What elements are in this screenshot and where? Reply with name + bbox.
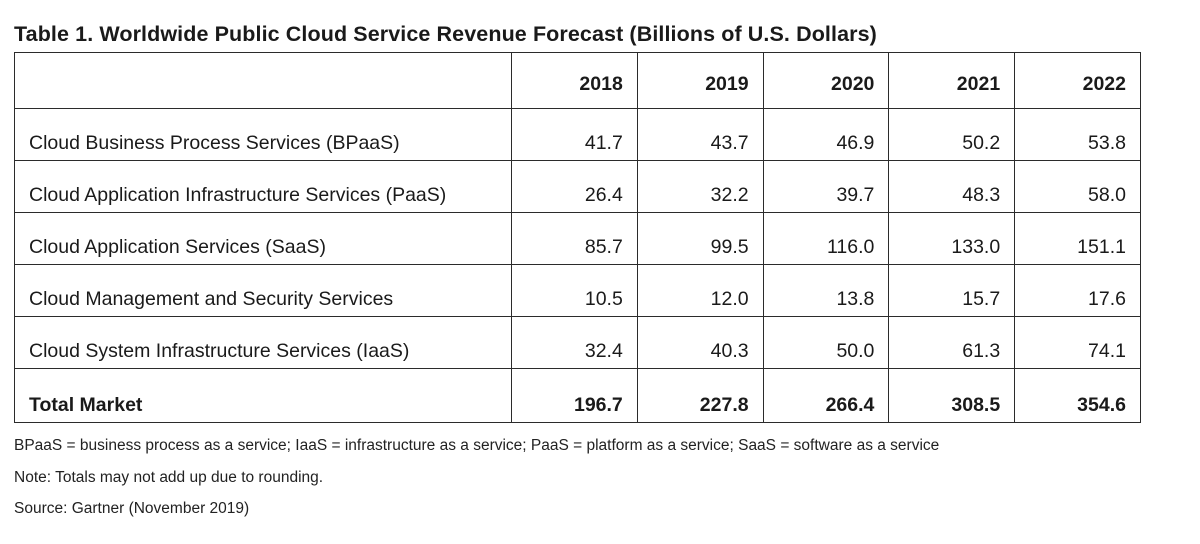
value-cell: 308.5 [888,368,1016,423]
value-cell: 32.2 [636,160,764,213]
row-label: Cloud System Infrastructure Services (Ia… [14,316,512,369]
forecast-table: 2018 2019 2020 2021 2022 Cloud Business … [14,52,1141,423]
value-cell: 10.5 [511,264,638,317]
abbreviations-note: BPaaS = business process as a service; I… [14,437,940,454]
value-cell: 85.7 [511,212,638,265]
value-cell: 50.0 [762,316,890,369]
value-cell: 116.0 [762,212,890,265]
column-header: 2019 [636,52,764,109]
value-cell: 196.7 [511,368,638,423]
row-label: Total Market [14,368,512,423]
table-title: Table 1. Worldwide Public Cloud Service … [14,22,877,46]
table-row: Cloud Business Process Services (BPaaS) 4… [14,108,1141,161]
value-cell: 48.3 [888,160,1016,213]
value-cell: 41.7 [511,108,638,161]
value-cell: 61.3 [888,316,1016,369]
value-cell: 58.0 [1014,160,1141,213]
header-row: 2018 2019 2020 2021 2022 [14,52,1141,109]
row-label: Cloud Management and Security Services [14,264,512,317]
value-cell: 227.8 [636,368,764,423]
value-cell: 133.0 [888,212,1016,265]
table-row: Cloud Application Infrastructure Service… [14,160,1141,213]
row-label: Cloud Application Infrastructure Service… [14,160,512,213]
column-header: 2020 [762,52,890,109]
value-cell: 151.1 [1014,212,1141,265]
column-header: 2021 [888,52,1016,109]
table-row: Cloud Application Services (SaaS) 85.7 99.… [14,212,1141,265]
value-cell: 15.7 [888,264,1016,317]
value-cell: 32.4 [511,316,638,369]
column-header: 2022 [1014,52,1141,109]
value-cell: 266.4 [762,368,890,423]
table-row: Cloud System Infrastructure Services (Ia… [14,316,1141,369]
value-cell: 50.2 [888,108,1016,161]
total-row: Total Market 196.7 227.8 266.4 308.5 354.6 [14,368,1141,423]
value-cell: 99.5 [636,212,764,265]
value-cell: 12.0 [636,264,764,317]
value-cell: 13.8 [762,264,890,317]
value-cell: 40.3 [636,316,764,369]
value-cell: 354.6 [1014,368,1141,423]
column-header: 2018 [511,52,638,109]
row-label: Cloud Business Process Services (BPaaS) [14,108,512,161]
value-cell: 53.8 [1014,108,1141,161]
value-cell: 74.1 [1014,316,1141,369]
value-cell: 17.6 [1014,264,1141,317]
source-note: Source: Gartner (November 2019) [14,500,250,517]
header-corner-cell [14,52,512,109]
rounding-note: Note: Totals may not add up due to round… [14,469,324,486]
row-label: Cloud Application Services (SaaS) [14,212,512,265]
table-row: Cloud Management and Security Services 10… [14,264,1141,317]
value-cell: 26.4 [511,160,638,213]
value-cell: 39.7 [762,160,890,213]
value-cell: 43.7 [636,108,764,161]
value-cell: 46.9 [762,108,890,161]
